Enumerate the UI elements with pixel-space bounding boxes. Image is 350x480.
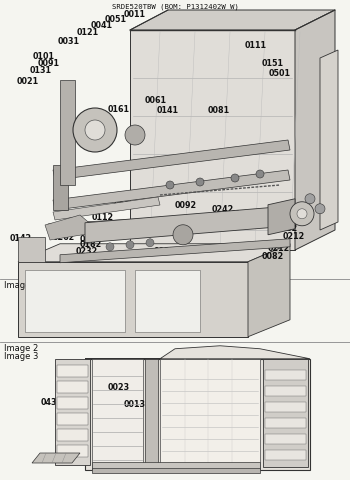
Text: 0161: 0161 (108, 105, 130, 114)
Polygon shape (45, 215, 100, 240)
Polygon shape (18, 244, 290, 262)
Polygon shape (60, 80, 75, 185)
Circle shape (125, 125, 145, 145)
Text: 0092: 0092 (174, 201, 197, 210)
Polygon shape (57, 381, 88, 393)
Polygon shape (268, 199, 295, 235)
Polygon shape (263, 359, 308, 467)
Polygon shape (57, 365, 88, 377)
Polygon shape (48, 210, 295, 232)
Polygon shape (248, 244, 290, 337)
Circle shape (85, 120, 105, 140)
Text: 0212: 0212 (282, 232, 304, 240)
Polygon shape (145, 359, 158, 470)
Circle shape (196, 178, 204, 186)
Polygon shape (53, 197, 160, 220)
Polygon shape (130, 30, 295, 250)
Polygon shape (135, 270, 200, 332)
Text: 0212: 0212 (267, 244, 289, 252)
Polygon shape (57, 429, 88, 441)
Text: 0072: 0072 (83, 197, 106, 206)
Text: 0232: 0232 (76, 247, 98, 255)
Polygon shape (57, 397, 88, 409)
Text: 0031: 0031 (57, 37, 79, 46)
Polygon shape (320, 50, 338, 230)
Text: 0151: 0151 (261, 59, 283, 68)
Text: 0091: 0091 (38, 59, 60, 68)
Polygon shape (265, 434, 306, 444)
Polygon shape (57, 445, 88, 457)
Polygon shape (25, 270, 125, 332)
Circle shape (146, 239, 154, 247)
Text: 0262: 0262 (52, 233, 75, 242)
Circle shape (290, 202, 314, 226)
Text: 0081: 0081 (208, 106, 230, 115)
Polygon shape (130, 10, 335, 30)
Polygon shape (265, 450, 306, 460)
Polygon shape (53, 170, 290, 210)
Text: 0101: 0101 (33, 52, 55, 61)
Text: 0112: 0112 (91, 214, 113, 222)
Text: 0121: 0121 (76, 28, 99, 37)
Text: 0132: 0132 (230, 210, 253, 219)
Text: 0013: 0013 (124, 400, 146, 408)
Polygon shape (57, 413, 88, 425)
Text: 0242: 0242 (211, 205, 233, 214)
Polygon shape (18, 262, 248, 337)
Circle shape (166, 181, 174, 189)
Circle shape (297, 209, 307, 219)
Text: SRDE520TBW (BOM: P1312402W W): SRDE520TBW (BOM: P1312402W W) (112, 3, 238, 10)
Polygon shape (53, 140, 290, 180)
Circle shape (305, 194, 315, 204)
Circle shape (126, 241, 134, 249)
Polygon shape (92, 359, 143, 470)
Polygon shape (55, 359, 90, 465)
Polygon shape (85, 346, 310, 359)
Text: 0012: 0012 (113, 201, 135, 210)
Polygon shape (53, 165, 68, 210)
Text: 0011: 0011 (124, 10, 146, 19)
Text: 0433: 0433 (41, 398, 63, 407)
Text: 0082: 0082 (261, 252, 284, 261)
Polygon shape (92, 462, 260, 470)
Circle shape (173, 225, 193, 245)
Circle shape (106, 243, 114, 251)
Text: 0111: 0111 (245, 41, 266, 49)
Polygon shape (160, 359, 260, 470)
Polygon shape (60, 239, 290, 263)
Text: Image 1: Image 1 (4, 281, 38, 290)
Text: 0023: 0023 (108, 383, 130, 392)
Text: 0061: 0061 (145, 96, 167, 105)
Text: 0042: 0042 (122, 221, 144, 230)
Polygon shape (265, 402, 306, 412)
Text: 0021: 0021 (17, 77, 39, 86)
Text: 0252: 0252 (79, 236, 102, 244)
Text: 0022: 0022 (153, 247, 176, 255)
Text: 0131: 0131 (29, 66, 51, 75)
Text: 0142: 0142 (10, 234, 32, 243)
Polygon shape (32, 453, 80, 463)
Polygon shape (295, 10, 335, 250)
Polygon shape (85, 359, 310, 470)
Text: 0141: 0141 (157, 106, 179, 115)
Polygon shape (92, 468, 260, 473)
Text: 0041: 0041 (91, 21, 112, 30)
Circle shape (315, 204, 325, 214)
Polygon shape (85, 207, 280, 243)
Circle shape (73, 108, 117, 152)
Text: 0102: 0102 (256, 215, 278, 224)
Text: 0182: 0182 (79, 240, 102, 249)
Polygon shape (265, 370, 306, 380)
Circle shape (256, 170, 264, 178)
Circle shape (231, 174, 239, 182)
Text: Image 3: Image 3 (4, 352, 38, 361)
Text: Image 2: Image 2 (4, 344, 38, 353)
Polygon shape (265, 418, 306, 428)
Polygon shape (18, 237, 45, 262)
Text: 0182: 0182 (275, 225, 298, 233)
Text: 0501: 0501 (269, 69, 291, 78)
Polygon shape (265, 386, 306, 396)
Text: 0051: 0051 (105, 15, 126, 24)
